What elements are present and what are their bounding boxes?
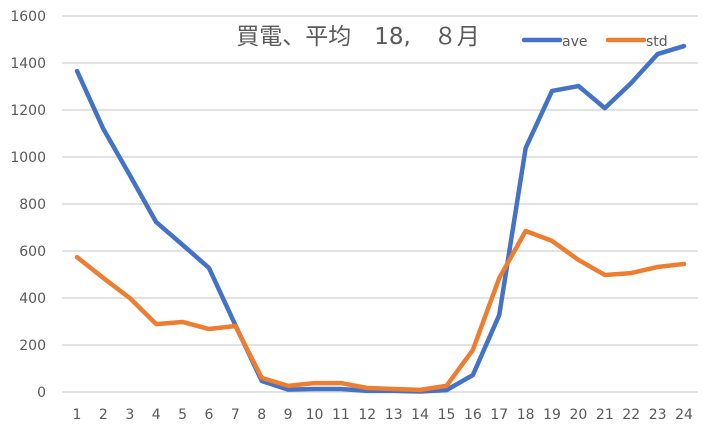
series-line-ave [74, 43, 687, 394]
x-tick-label: 17 [490, 407, 508, 423]
y-tick-label: 1200 [10, 103, 46, 119]
legend-label-ave: ave [562, 34, 587, 50]
x-tick-label: 24 [675, 407, 693, 423]
series-line-std [74, 228, 687, 393]
x-tick-label: 6 [204, 407, 213, 423]
legend-label-std: std [646, 34, 668, 50]
y-tick-label: 0 [37, 385, 46, 401]
x-tick-label: 9 [284, 407, 293, 423]
x-tick-label: 8 [257, 407, 266, 423]
x-tick-label: 21 [596, 407, 614, 423]
y-tick-label: 200 [19, 338, 46, 354]
x-tick-label: 16 [464, 407, 482, 423]
x-tick-label: 7 [231, 407, 240, 423]
y-tick-label: 400 [19, 291, 46, 307]
x-tick-label: 1 [73, 407, 82, 423]
x-tick-label: 13 [385, 407, 403, 423]
x-tick-label: 19 [543, 407, 561, 423]
y-tick-label: 800 [19, 197, 46, 213]
x-tick-label: 2 [99, 407, 108, 423]
x-tick-label: 5 [178, 407, 187, 423]
y-tick-label: 1600 [10, 9, 46, 25]
x-tick-label: 4 [152, 407, 161, 423]
x-tick-label: 22 [622, 407, 640, 423]
x-tick-label: 20 [570, 407, 588, 423]
y-tick-label: 1400 [10, 56, 46, 72]
y-tick-label: 1000 [10, 150, 46, 166]
x-tick-label: 12 [358, 407, 376, 423]
x-tick-label: 11 [332, 407, 350, 423]
x-tick-label: 15 [438, 407, 456, 423]
chart-title: 買電、平均 18, ８月 [236, 24, 480, 50]
x-tick-label: 18 [517, 407, 535, 423]
x-tick-label: 14 [411, 407, 429, 423]
y-tick-label: 600 [19, 244, 46, 260]
x-tick-label: 3 [125, 407, 134, 423]
x-tick-label: 10 [306, 407, 324, 423]
x-tick-label: 23 [649, 407, 667, 423]
